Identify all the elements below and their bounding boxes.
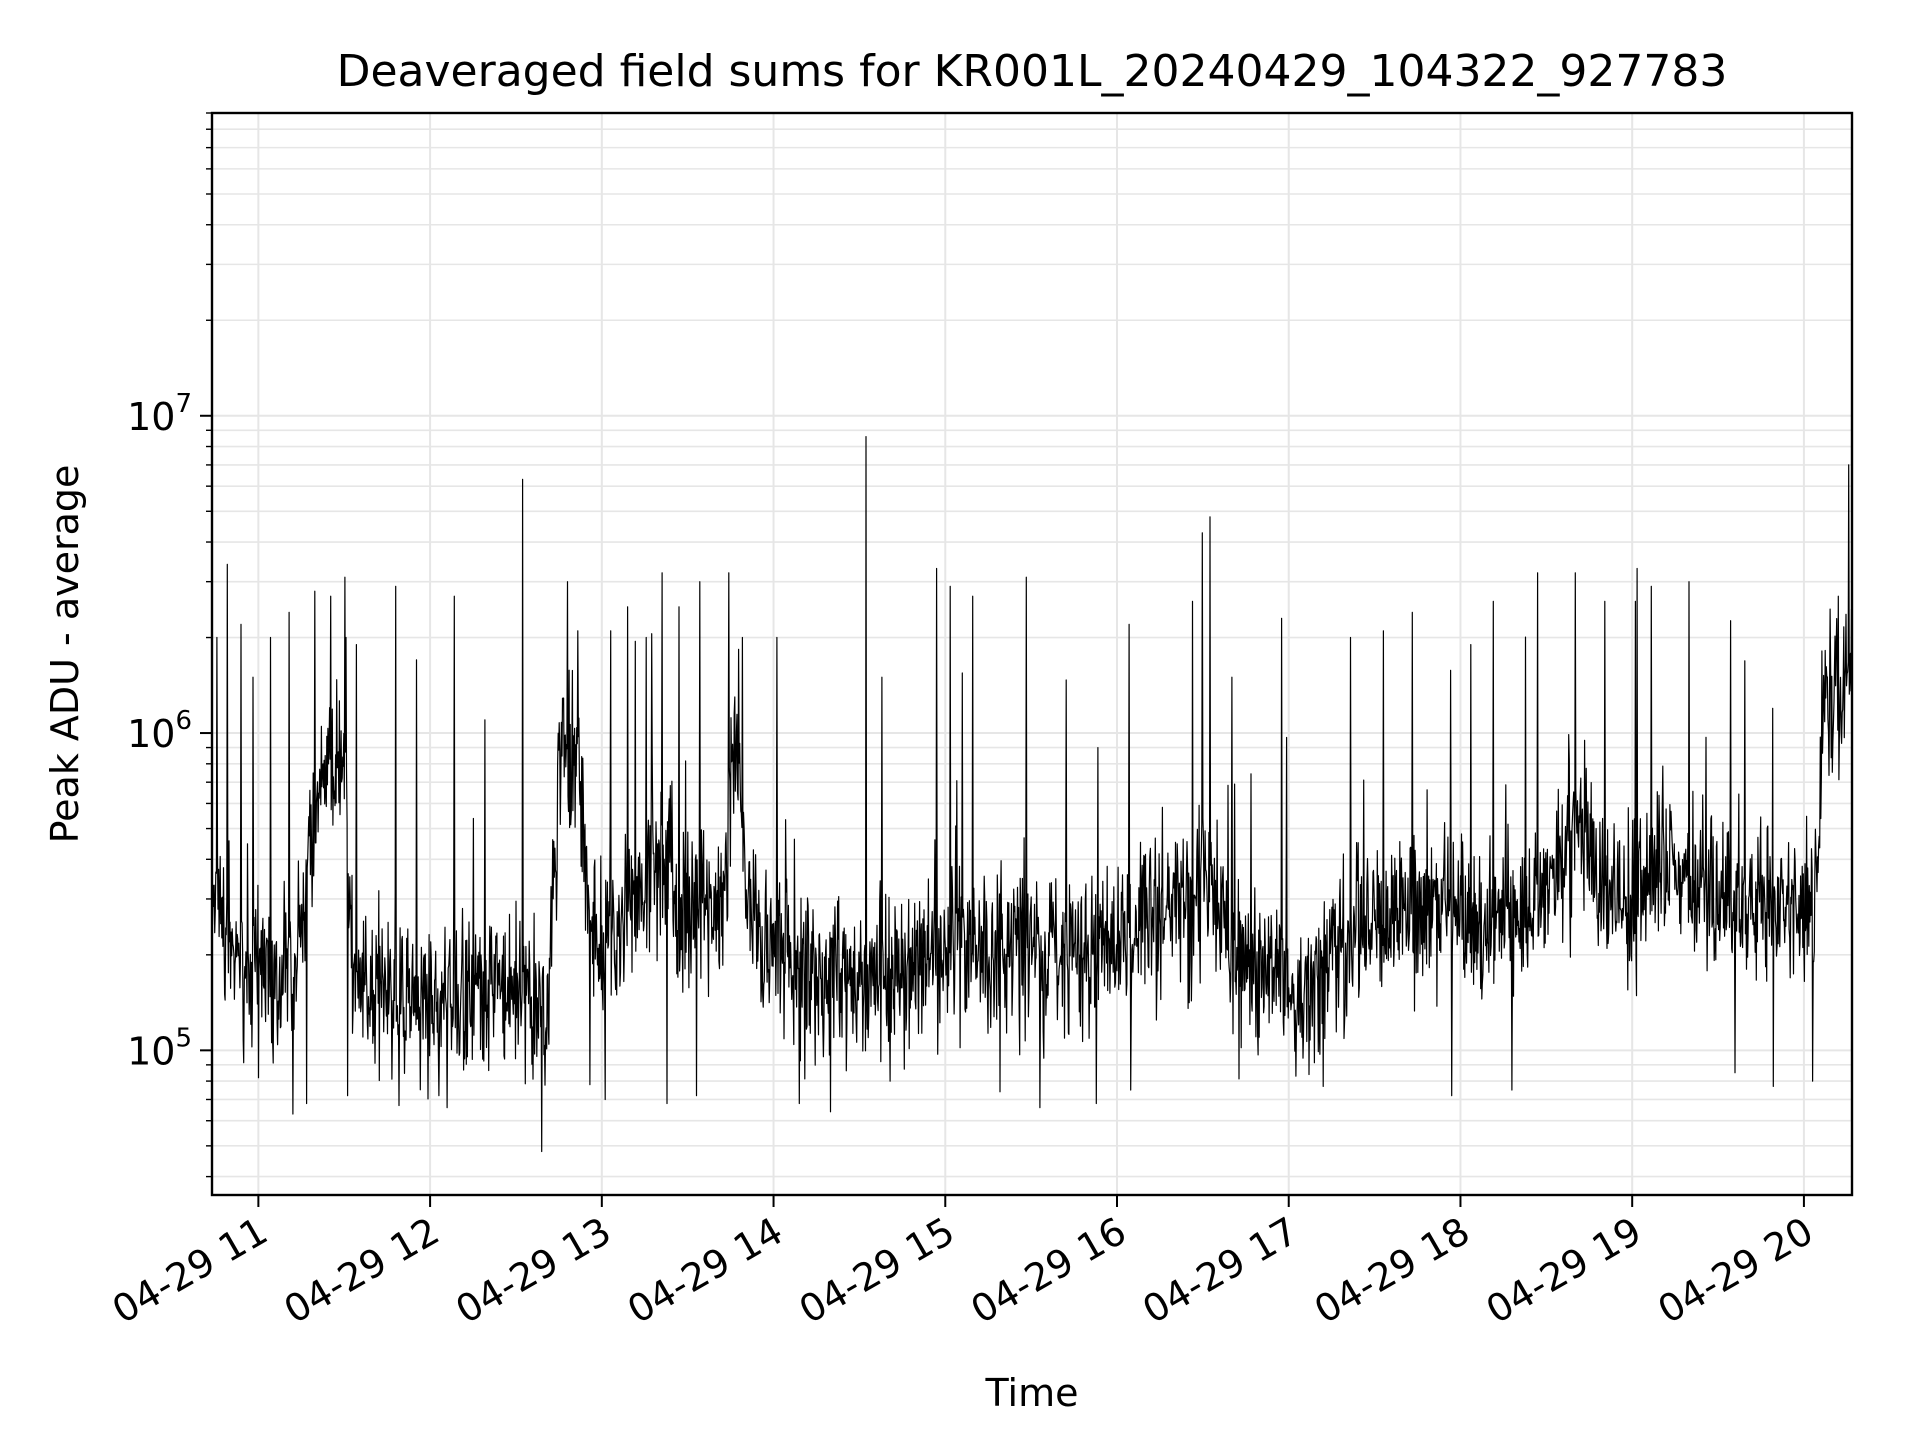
y-axis-label: Peak ADU - average xyxy=(43,465,87,844)
y-tick-label: 105 xyxy=(127,1023,192,1073)
plot-area-frame xyxy=(210,111,1854,1197)
x-axis-label: Time xyxy=(985,1371,1079,1415)
series-layer xyxy=(212,436,1852,1153)
series-line xyxy=(212,436,1852,1153)
y-tick-label: 106 xyxy=(127,706,192,756)
y-tick-label: 107 xyxy=(127,389,192,439)
chart-title: Deaveraged field sums for KR001L_2024042… xyxy=(337,46,1728,97)
